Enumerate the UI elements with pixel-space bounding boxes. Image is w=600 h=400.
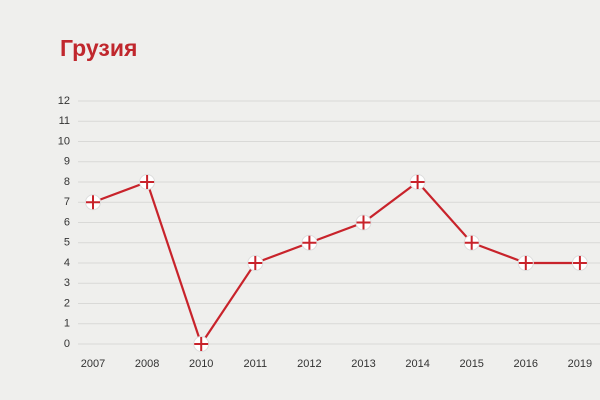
chart-title: Грузия xyxy=(60,35,137,61)
y-tick-label: 3 xyxy=(64,277,70,289)
y-tick-label: 8 xyxy=(64,176,70,188)
y-tick-label: 4 xyxy=(64,257,70,269)
x-tick-label: 2007 xyxy=(81,358,105,370)
x-tick-label: 2011 xyxy=(243,358,267,370)
flag-marker xyxy=(193,336,210,352)
x-tick-label: 2010 xyxy=(189,358,213,370)
y-tick-label: 10 xyxy=(58,135,70,147)
data-line xyxy=(92,180,580,347)
y-tick-label: 9 xyxy=(64,156,70,168)
flag-marker xyxy=(301,234,318,251)
flag-marker xyxy=(355,214,372,231)
flag-marker xyxy=(139,174,156,190)
y-tick-label: 1 xyxy=(64,318,70,330)
y-tick-label: 12 xyxy=(58,95,70,107)
y-tick-label: 6 xyxy=(64,216,70,228)
x-tick-label: 2015 xyxy=(459,358,483,370)
x-tick-label: 2013 xyxy=(351,358,375,370)
x-tick-label: 2008 xyxy=(135,358,159,370)
flag-marker xyxy=(85,194,101,211)
flag-marker xyxy=(517,255,534,271)
x-tick-label: 2014 xyxy=(405,358,429,370)
flag-marker xyxy=(571,255,588,271)
y-tick-label: 7 xyxy=(64,196,70,208)
y-tick-label: 5 xyxy=(64,237,70,249)
y-tick-label: 11 xyxy=(59,115,70,127)
y-tick-label: 2 xyxy=(64,297,70,309)
y-tick-label: 0 xyxy=(64,338,70,350)
x-tick-label: 2012 xyxy=(297,358,321,370)
x-tick-label: 2019 xyxy=(568,358,592,370)
x-tick-label: 2016 xyxy=(514,358,538,370)
flag-marker xyxy=(409,174,426,190)
flag-marker xyxy=(463,234,480,251)
flag-marker xyxy=(247,255,264,271)
